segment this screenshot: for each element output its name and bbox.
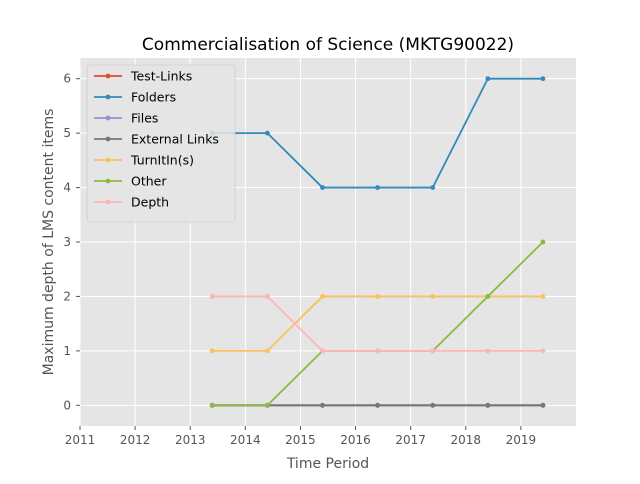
- data-point: [540, 294, 546, 299]
- x-tick-label: 2019: [506, 433, 537, 447]
- legend-label: Test-Links: [130, 69, 192, 84]
- legend-item: External Links: [94, 132, 219, 147]
- legend-frame: [86, 64, 236, 223]
- data-point: [209, 294, 215, 299]
- x-tick-label: 2011: [65, 433, 96, 447]
- y-tick-label: 2: [63, 289, 71, 303]
- data-point: [540, 348, 546, 354]
- x-tick-label: 2018: [451, 433, 482, 447]
- data-point: [540, 239, 546, 245]
- y-tick-label: 0: [63, 398, 71, 412]
- legend-label: External Links: [131, 132, 219, 147]
- x-tick-label: 2015: [285, 433, 316, 447]
- legend-swatch-marker: [105, 94, 111, 100]
- chart-title: Commercialisation of Science (MKTG90022): [142, 35, 514, 55]
- y-tick-label: 3: [63, 235, 71, 249]
- y-tick-label: 1: [63, 344, 71, 358]
- data-point: [430, 402, 436, 408]
- legend-item: TurnItIn(s): [94, 153, 194, 168]
- data-point: [264, 348, 270, 354]
- legend-swatch-marker: [105, 178, 111, 184]
- legend-label: Files: [131, 111, 158, 126]
- x-axis-ticks: 2011 2012 2013 2014 2015 2016 2017 2018 2019: [65, 426, 536, 447]
- legend-item: Folders: [94, 90, 176, 105]
- x-tick-label: 2016: [340, 433, 371, 447]
- legend-item: Files: [94, 111, 158, 126]
- legend-item: Test-Links: [94, 69, 192, 84]
- y-axis-label: Maximum depth of LMS content items: [41, 109, 57, 376]
- x-tick-label: 2013: [175, 433, 206, 447]
- legend-item: Depth: [94, 195, 169, 210]
- legend-swatch-marker: [105, 73, 111, 79]
- data-point: [209, 348, 215, 354]
- data-point: [209, 402, 215, 408]
- data-point: [375, 294, 380, 299]
- data-point: [375, 185, 380, 190]
- legend-label: TurnItIn(s): [130, 153, 194, 168]
- y-tick-label: 5: [63, 126, 71, 140]
- legend-swatch-marker: [105, 115, 111, 121]
- legend-swatch-marker: [105, 157, 111, 163]
- y-tick-label: 6: [63, 72, 71, 86]
- data-point: [375, 348, 380, 354]
- data-point: [485, 76, 491, 82]
- data-point: [540, 76, 546, 82]
- data-point: [320, 185, 325, 190]
- data-point: [540, 402, 546, 408]
- data-point: [264, 402, 270, 408]
- series-depth: [209, 294, 546, 354]
- legend-label: Other: [131, 174, 167, 189]
- legend-label: Folders: [131, 90, 176, 105]
- legend-swatch-marker: [105, 136, 111, 142]
- data-point: [320, 294, 325, 299]
- x-tick-label: 2012: [120, 433, 151, 447]
- data-point: [430, 185, 436, 190]
- x-tick-label: 2017: [395, 433, 426, 447]
- legend-item: Other: [94, 174, 167, 189]
- data-point: [320, 348, 325, 354]
- data-point: [430, 294, 436, 299]
- y-axis-ticks: 0 1 2 3 4 5 6: [63, 72, 80, 412]
- y-tick-label: 4: [63, 181, 71, 195]
- data-point: [320, 402, 325, 408]
- legend: Test-Links Folders Files External Links Turn…: [86, 64, 236, 223]
- data-point: [264, 294, 270, 299]
- data-point: [485, 348, 491, 354]
- data-point: [485, 402, 491, 408]
- data-point: [264, 130, 270, 136]
- series-lines: [209, 76, 546, 408]
- legend-label: Depth: [131, 195, 169, 210]
- series-folders: [209, 76, 546, 190]
- data-point: [430, 348, 436, 354]
- legend-swatch-marker: [105, 199, 111, 205]
- data-point: [375, 402, 380, 408]
- data-point: [485, 294, 491, 299]
- x-axis-label: Time Period: [286, 456, 369, 472]
- x-tick-label: 2014: [230, 433, 261, 447]
